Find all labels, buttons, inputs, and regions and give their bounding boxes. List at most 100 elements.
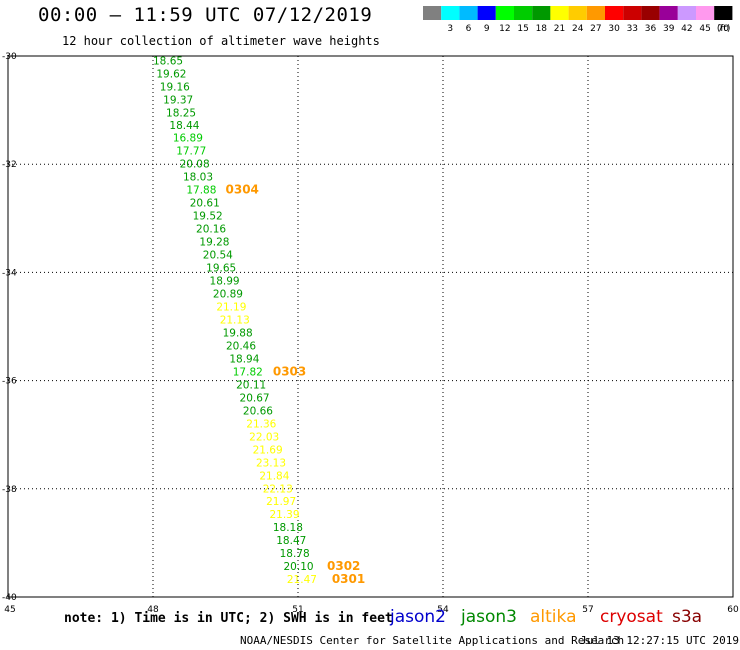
wave-height-label: 18.94 (229, 353, 259, 365)
colorbar-swatch (532, 6, 551, 20)
wave-height-label: 20.11 (236, 379, 266, 391)
colorbar-label: 6 (466, 24, 472, 34)
wave-height-label: 20.10 (284, 561, 314, 573)
colorbar-swatch (659, 6, 678, 20)
footer-note: note: 1) Time is in UTC; 2) SWH is in fe… (64, 611, 393, 626)
colorbar-swatch (550, 6, 569, 20)
time-label: 0304 (226, 183, 259, 197)
legend-jason3: jason3 (461, 607, 517, 627)
wave-height-label: 18.25 (166, 107, 196, 119)
wave-height-label: 19.16 (160, 81, 190, 93)
colorbar-swatch (495, 6, 514, 20)
x-tick-label: 60 (727, 605, 739, 615)
wave-height-label: 18.47 (276, 535, 306, 547)
time-label: 0303 (273, 364, 306, 378)
wave-height-label: 17.88 (186, 185, 216, 197)
wave-height-label: 19.62 (156, 68, 186, 80)
x-tick-label: 57 (582, 605, 593, 615)
wave-height-label: 17.77 (176, 146, 206, 158)
wave-height-label: 21.84 (259, 470, 289, 482)
wave-height-label: 22.03 (249, 431, 279, 443)
colorbar-label: 39 (663, 24, 675, 34)
colorbar-swatch (623, 6, 642, 20)
wave-height-label: 19.37 (163, 94, 193, 106)
x-tick-label: 45 (4, 605, 15, 615)
legend-s3a: s3a (672, 607, 703, 627)
colorbar-swatch (586, 6, 605, 20)
wave-height-label: 21.69 (253, 444, 283, 456)
colorbar-label: 27 (590, 24, 601, 34)
colorbar-label: 18 (536, 24, 548, 34)
wave-height-label: 21.36 (246, 418, 276, 430)
legend-cryosat: cryosat (600, 607, 663, 627)
colorbar-swatch (441, 6, 460, 20)
colorbar-swatch (514, 6, 533, 20)
wave-height-label: 18.18 (273, 522, 303, 534)
wave-height-label: 18.44 (169, 120, 199, 132)
y-tick-label: -32 (2, 160, 17, 170)
legend-altika: altika (530, 607, 577, 627)
footer-credit: NOAA/NESDIS Center for Satellite Applica… (240, 634, 625, 647)
y-tick-label: -34 (2, 268, 17, 278)
colorbar-swatch (641, 6, 660, 20)
wave-height-label: 23.13 (256, 457, 286, 469)
wave-height-label: 18.78 (280, 548, 310, 560)
colorbar-label: 70 (718, 24, 730, 34)
colorbar-label: 45 (699, 24, 710, 34)
footer-timestamp: Jul 13 12:27:15 UTC 2019 (580, 634, 739, 647)
colorbar-swatch (423, 6, 442, 20)
x-tick-label: 51 (292, 605, 303, 615)
time-label: 0302 (327, 559, 360, 573)
colorbar-swatch (677, 6, 696, 20)
wave-height-label: 20.66 (243, 405, 273, 417)
colorbar-unit: (ft) (717, 24, 731, 34)
wave-height-label: 21.13 (220, 314, 250, 326)
wave-height-label: 19.65 (206, 263, 236, 275)
colorbar-label: 30 (608, 24, 620, 34)
wave-height-label: 18.03 (183, 172, 213, 184)
wave-height-label: 18.65 (153, 55, 183, 67)
wave-height-label: 19.88 (223, 327, 253, 339)
wave-height-label: 20.08 (180, 159, 210, 171)
chart-title: 00:00 – 11:59 UTC 07/12/2019 (38, 4, 373, 26)
colorbar-swatch (696, 6, 715, 20)
wave-height-label: 21.39 (269, 509, 299, 521)
colorbar-label: 36 (645, 24, 657, 34)
colorbar-label: 12 (499, 24, 510, 34)
colorbar-label: 21 (554, 24, 565, 34)
x-tick-label: 54 (437, 605, 449, 615)
chart-subtitle: 12 hour collection of altimeter wave hei… (62, 34, 380, 48)
colorbar-swatch (568, 6, 587, 20)
y-tick-label: -30 (2, 52, 17, 62)
wave-height-label: 17.82 (233, 366, 263, 378)
colorbar-label: 3 (447, 24, 453, 34)
wave-height-label: 20.61 (190, 198, 220, 210)
time-label: 0301 (332, 572, 365, 586)
wave-height-label: 21.19 (216, 301, 246, 313)
y-tick-label: -36 (2, 377, 17, 387)
y-tick-label: -40 (2, 593, 17, 603)
wave-height-label: 20.54 (203, 250, 233, 262)
wave-height-label: 20.46 (226, 340, 256, 352)
wave-height-label: 19.28 (199, 237, 229, 249)
wave-height-label: 20.67 (240, 392, 270, 404)
legend-jason2: jason2 (390, 607, 446, 627)
x-tick-label: 48 (147, 605, 159, 615)
colorbar-label: 9 (484, 24, 490, 34)
wave-height-label: 16.89 (173, 133, 203, 145)
colorbar-label: 24 (572, 24, 584, 34)
colorbar-swatch (605, 6, 624, 20)
wave-height-label: 20.89 (213, 288, 243, 300)
y-tick-label: -38 (2, 485, 17, 495)
plot-frame (7, 55, 734, 598)
wave-height-label: 18.99 (210, 276, 240, 288)
wave-height-label: 22.13 (263, 483, 293, 495)
wave-height-label: 21.47 (287, 574, 317, 586)
wave-height-label: 19.52 (193, 211, 223, 223)
wave-height-label: 21.97 (266, 496, 296, 508)
colorbar-swatch (459, 6, 478, 20)
colorbar-label: 15 (517, 24, 528, 34)
colorbar-swatch (714, 6, 733, 20)
wave-height-label: 20.16 (196, 224, 226, 236)
